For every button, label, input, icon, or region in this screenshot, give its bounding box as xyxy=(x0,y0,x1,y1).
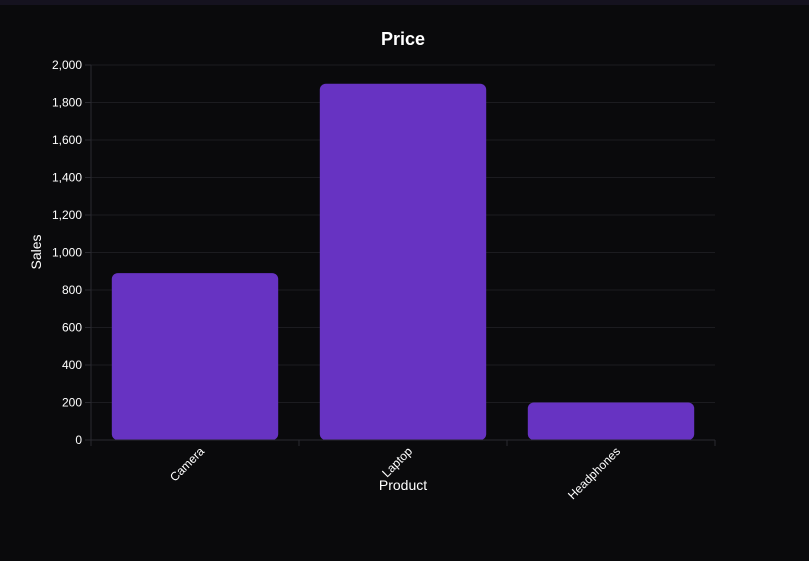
x-tick-labels: Camera Laptop Headphones xyxy=(167,444,623,502)
y-tick-label: 400 xyxy=(62,358,82,372)
y-tick-label: 1,800 xyxy=(52,96,82,110)
bars xyxy=(111,83,695,441)
y-tick-label: 1,400 xyxy=(52,171,82,185)
y-tick-label: 200 xyxy=(62,396,82,410)
bar-camera[interactable] xyxy=(111,273,279,440)
y-tick-label: 800 xyxy=(62,283,82,297)
bar-headphones[interactable] xyxy=(527,402,695,441)
x-tick-label: Laptop xyxy=(379,444,415,480)
y-tick-label: 2,000 xyxy=(52,58,82,72)
x-tick-label: Camera xyxy=(167,444,207,484)
y-tick-label: 600 xyxy=(62,321,82,335)
top-bar xyxy=(0,0,809,5)
y-tick-labels: 0 200 400 600 800 1,000 1,200 1,400 1,600 1,800 2,… xyxy=(52,58,82,447)
y-tick-label: 1,200 xyxy=(52,208,82,222)
x-tick-label: Headphones xyxy=(565,444,623,502)
y-tick-label: 0 xyxy=(75,433,82,447)
axes xyxy=(85,64,716,446)
y-tick-label: 1,000 xyxy=(52,246,82,260)
x-axis-label: Product xyxy=(379,477,427,493)
y-tick-label: 1,600 xyxy=(52,133,82,147)
chart-title: Price xyxy=(381,29,425,49)
bar-laptop[interactable] xyxy=(319,83,487,440)
y-axis-label: Sales xyxy=(28,234,44,269)
